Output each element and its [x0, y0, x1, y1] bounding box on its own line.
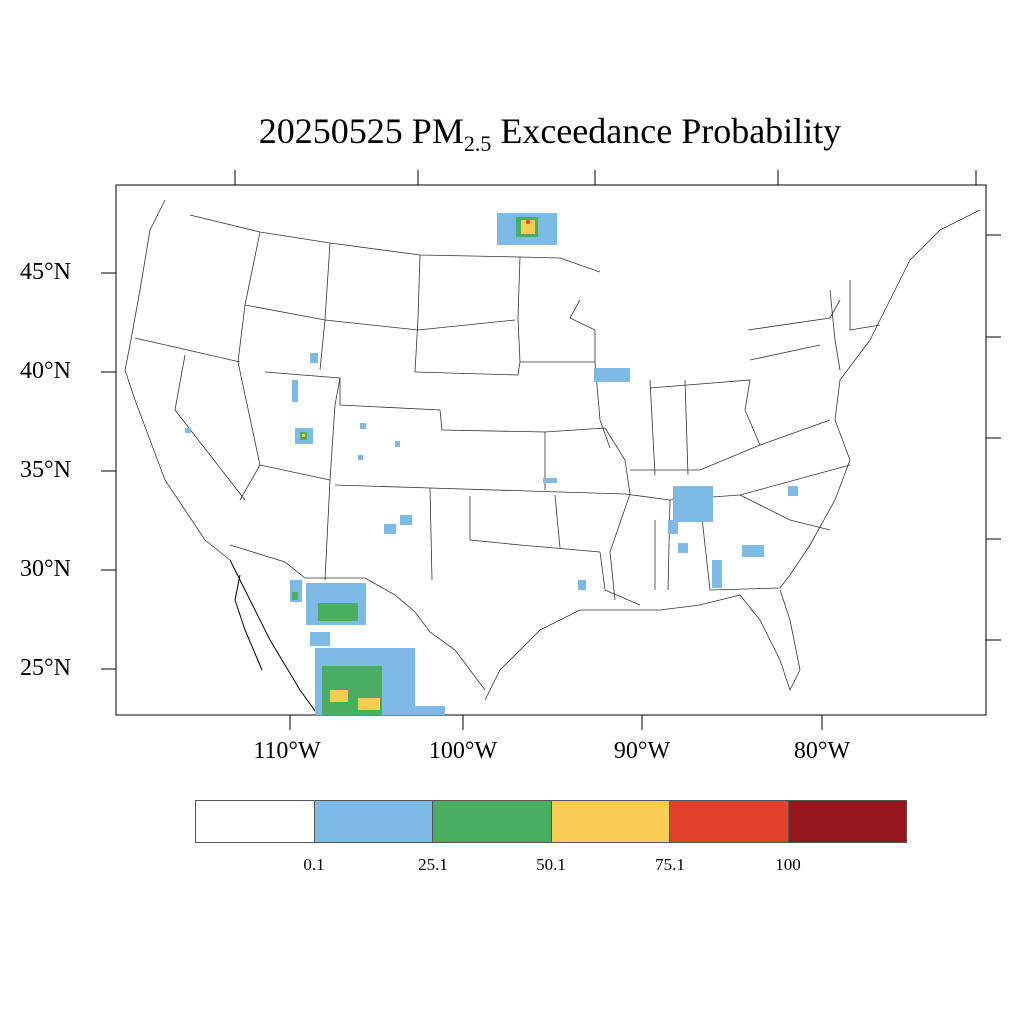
map-frame	[115, 184, 987, 716]
map-title: 20250525 PM2.5 Exceedance Probability	[258, 111, 842, 157]
lat-label-40: 40°N	[20, 358, 71, 384]
probability-region-newmexico	[384, 515, 412, 534]
probability-region-minnesota	[497, 213, 557, 245]
state-boundaries	[124, 199, 981, 701]
lat-label-45: 45°N	[20, 259, 71, 285]
coastline-mexico	[229, 559, 319, 716]
colorbar-box-5	[788, 801, 906, 842]
lat-label-35: 35°N	[20, 457, 71, 483]
probability-region-utah	[292, 353, 318, 444]
lon-label-110: 110°W	[253, 738, 321, 764]
lon-label-90: 90°W	[613, 738, 671, 764]
colorbar-label-0: 0.1	[303, 855, 325, 874]
colorbar-box-1	[314, 801, 433, 842]
colorbar-label-4: 100	[775, 855, 801, 874]
colorbar-label-3: 75.1	[655, 855, 685, 874]
probability-region-southeast	[543, 478, 798, 590]
axis-ticks	[101, 170, 1001, 730]
colorbar-box-0	[196, 801, 315, 842]
lat-label-25: 25°N	[20, 655, 71, 681]
colorbar-label-2: 50.1	[536, 855, 566, 874]
lat-label-30: 30°N	[20, 556, 71, 582]
probability-region-illinois	[594, 368, 630, 382]
colorbar-label-1: 25.1	[418, 855, 448, 874]
probability-region-colorado	[185, 423, 400, 460]
lon-label-100: 100°W	[428, 738, 498, 764]
lon-label-80: 80°W	[793, 738, 851, 764]
probability-region-mexico	[290, 580, 445, 715]
colorbar	[195, 800, 907, 843]
colorbar-box-3	[551, 801, 670, 842]
colorbar-box-4	[670, 801, 789, 842]
colorbar-box-2	[433, 801, 552, 842]
